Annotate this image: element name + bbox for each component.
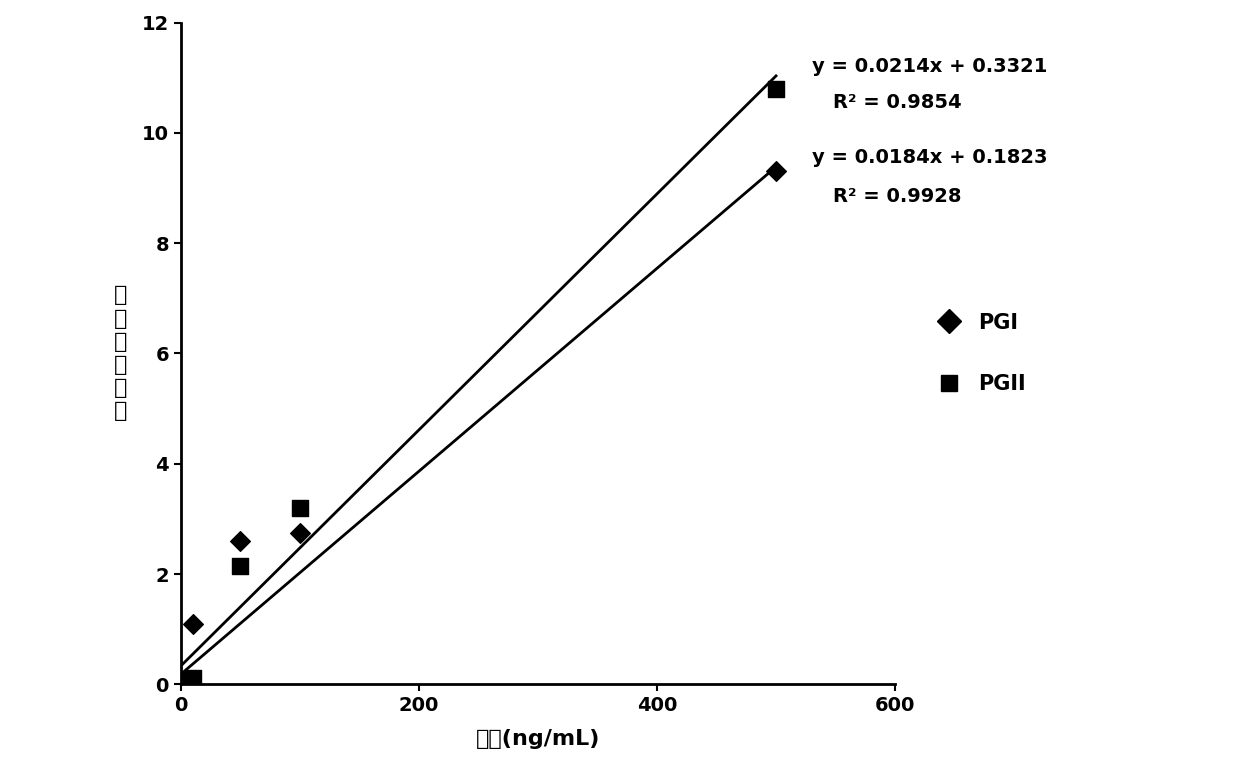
Point	[171, 675, 191, 688]
Point	[290, 502, 310, 514]
Point	[290, 526, 310, 539]
Point	[182, 617, 202, 630]
Point	[766, 165, 786, 177]
Point	[766, 83, 786, 95]
Point	[231, 535, 250, 547]
Text: R² = 0.9928: R² = 0.9928	[833, 186, 962, 206]
Y-axis label: 荻
光
强
度
比
値: 荻 光 强 度 比 値	[114, 286, 128, 422]
Point	[231, 559, 250, 571]
Legend: PGI, PGII: PGI, PGII	[920, 304, 1034, 403]
Text: y = 0.0214x + 0.3321: y = 0.0214x + 0.3321	[812, 57, 1047, 76]
Text: y = 0.0184x + 0.1823: y = 0.0184x + 0.1823	[812, 148, 1048, 167]
Point	[171, 674, 191, 686]
Text: R² = 0.9854: R² = 0.9854	[833, 93, 962, 112]
X-axis label: 浓度(ng/mL): 浓度(ng/mL)	[476, 729, 600, 749]
Point	[182, 672, 202, 684]
